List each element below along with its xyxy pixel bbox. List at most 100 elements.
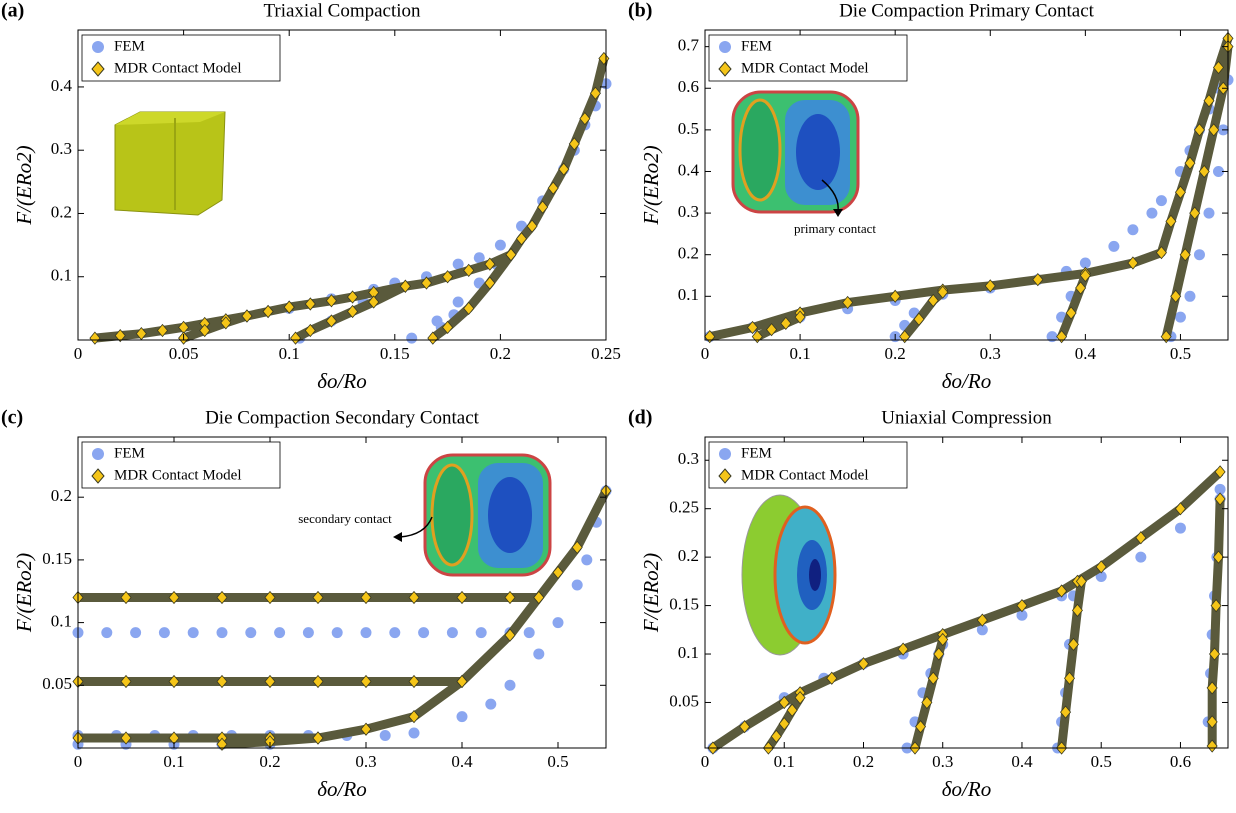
diamond-marker	[304, 323, 316, 338]
diamond-marker	[89, 331, 101, 345]
circle-marker	[1079, 257, 1091, 269]
diamond-marker	[1206, 739, 1218, 753]
circle-marker	[1174, 311, 1186, 323]
circle-marker	[158, 627, 170, 639]
circle-marker	[1127, 224, 1139, 236]
diamond-marker	[1184, 156, 1196, 170]
circle-marker	[456, 711, 468, 723]
circle-marker	[1212, 165, 1224, 177]
diamond-marker	[1214, 492, 1226, 506]
diamond-marker	[1214, 465, 1226, 479]
legend-label: MDR Contact Model	[114, 467, 242, 483]
legend-label: FEM	[741, 38, 772, 54]
diamond-marker	[1060, 705, 1072, 719]
legend-label: MDR Contact Model	[741, 60, 869, 76]
x-axis-label: δo/Ro	[317, 369, 366, 393]
y-tick-label: 0.15	[669, 594, 699, 613]
diamond-marker	[537, 200, 549, 214]
y-tick-label: 0.15	[42, 549, 72, 568]
circle-marker	[1214, 483, 1226, 495]
diamond-marker	[1075, 281, 1087, 295]
diamond-marker	[216, 590, 228, 605]
x-axis-label: δo/Ro	[942, 369, 991, 393]
y-tick-label: 0.2	[678, 546, 699, 565]
diamond-marker	[312, 590, 324, 605]
circle-marker	[1095, 571, 1107, 583]
diamond-marker	[937, 285, 949, 299]
diamond-marker	[408, 710, 420, 724]
legend-marker	[92, 41, 104, 53]
diamond-marker	[399, 279, 411, 293]
diamond-marker	[220, 316, 232, 330]
circle-marker	[379, 729, 391, 741]
circle-marker	[389, 627, 401, 639]
panel-label: (d)	[628, 407, 652, 429]
x-tick-label: 0.5	[1091, 752, 1112, 771]
y-tick-label: 0.1	[678, 643, 699, 662]
diamond-marker	[927, 671, 939, 685]
legend-marker	[718, 61, 732, 77]
diamond-marker	[897, 642, 909, 656]
diamond-marker	[262, 304, 274, 319]
x-tick-label: 0.2	[853, 752, 874, 771]
diamond-marker	[1165, 214, 1177, 229]
y-tick-label: 0.2	[51, 202, 72, 221]
diamond-marker	[1212, 550, 1225, 564]
y-tick-label: 0.2	[678, 244, 699, 263]
diamond-marker	[168, 590, 180, 605]
diamond-marker	[1189, 206, 1201, 220]
x-tick-label: 0.2	[490, 344, 511, 363]
diamond-marker	[199, 323, 211, 338]
diamond-marker	[505, 247, 517, 262]
y-tick-label: 0.4	[678, 160, 700, 179]
diamond-marker	[515, 232, 528, 246]
diamond-marker	[290, 331, 302, 345]
x-tick-label: 0.3	[932, 752, 953, 771]
diamond-marker	[456, 674, 468, 689]
panel-title: Triaxial Compaction	[263, 0, 421, 21]
circle-marker	[485, 698, 497, 710]
diamond-marker	[526, 219, 538, 233]
x-tick-label: 0.3	[355, 752, 376, 771]
x-tick-label: 0.4	[1075, 344, 1097, 363]
y-tick-label: 0.2	[51, 486, 72, 505]
diamond-marker	[786, 703, 798, 717]
circle-marker	[976, 624, 988, 636]
diamond-marker	[216, 674, 228, 689]
plot-frame	[704, 29, 1229, 341]
circle-marker	[1203, 207, 1215, 219]
circle-marker	[187, 627, 199, 639]
diamond-marker	[937, 632, 949, 647]
diamond-marker	[264, 590, 276, 605]
x-tick-label: 0	[701, 344, 710, 363]
diamond-marker	[984, 279, 996, 293]
circle-marker	[504, 679, 516, 691]
diamond-marker	[589, 86, 601, 100]
diamond-marker	[360, 674, 372, 689]
diamond-marker	[889, 289, 901, 303]
diamond-marker	[347, 304, 359, 319]
panel: 0 0.05 0.1 0.15 0.2 0.25 0.1 0.2 0.3 0.4 Triaxial …	[1, 0, 621, 393]
x-tick-label: 0.05	[169, 344, 199, 363]
diamond-marker	[484, 257, 496, 271]
annotation: primary contact	[794, 221, 876, 236]
inset-die-secondary	[393, 453, 552, 577]
annotation: secondary contact	[298, 511, 392, 526]
diamond-marker	[857, 657, 870, 671]
x-tick-label: 0.1	[163, 752, 184, 771]
diamond-marker	[1193, 123, 1205, 137]
legend-label: MDR Contact Model	[114, 60, 242, 76]
diamond-marker	[1209, 647, 1221, 661]
diamond-marker	[120, 590, 132, 605]
diamond-marker	[504, 590, 516, 605]
legend-label: FEM	[114, 38, 145, 54]
diamond-marker	[484, 276, 496, 290]
diamond-marker	[1127, 256, 1139, 270]
circle-marker	[446, 627, 458, 639]
diamond-marker	[927, 293, 939, 308]
y-tick-label: 0.1	[51, 266, 72, 285]
x-tick-label: 0	[74, 344, 83, 363]
x-tick-label: 0.1	[279, 344, 300, 363]
diamond-marker	[408, 674, 420, 689]
